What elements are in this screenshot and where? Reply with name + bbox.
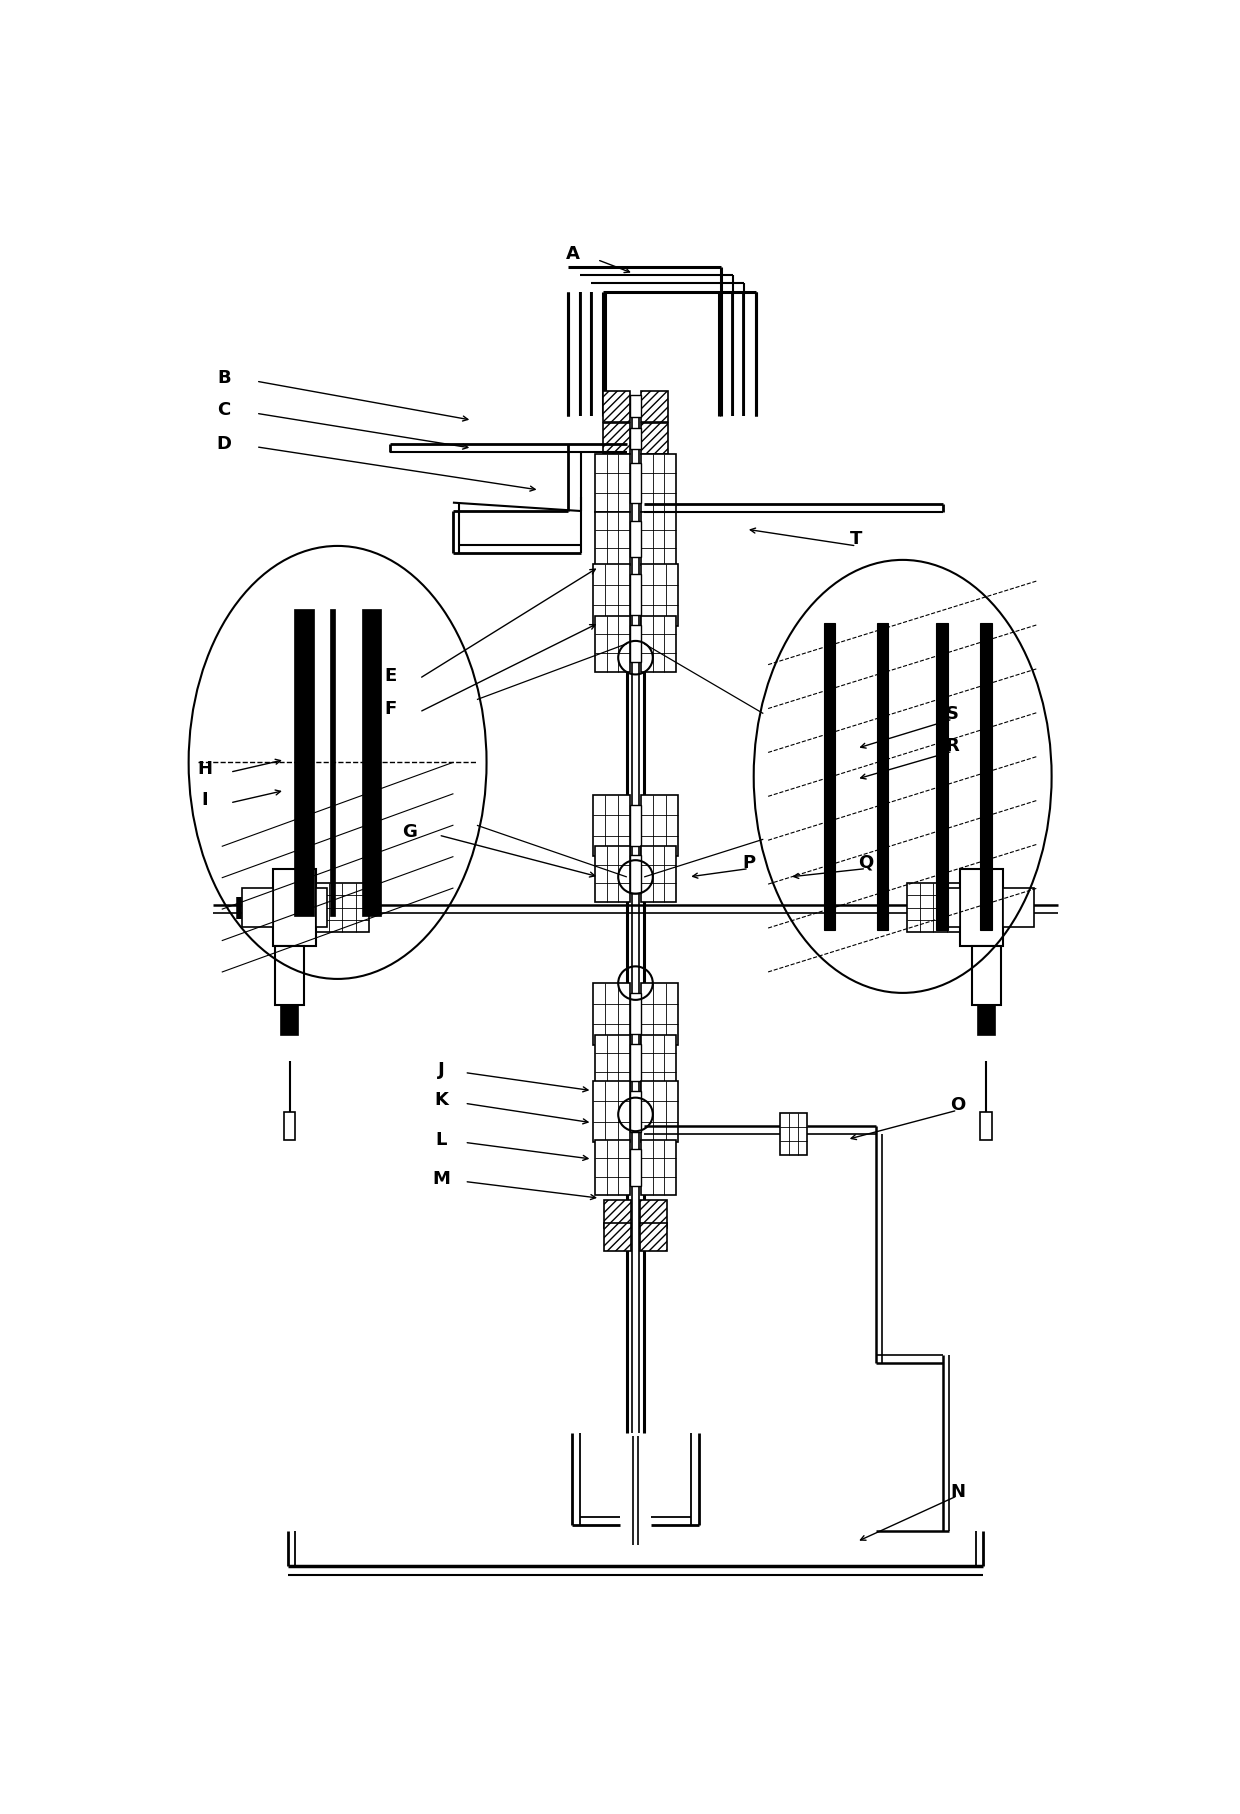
Text: F: F <box>384 700 397 718</box>
Bar <box>630 521 641 557</box>
Bar <box>641 1081 678 1143</box>
Bar <box>595 454 630 512</box>
Bar <box>273 869 316 947</box>
Text: R: R <box>946 736 960 755</box>
Text: O: O <box>950 1096 965 1114</box>
Text: D: D <box>217 435 232 454</box>
Bar <box>595 615 630 671</box>
Bar <box>242 889 273 927</box>
Bar <box>977 1005 994 1036</box>
Bar <box>330 610 335 916</box>
Bar <box>593 1081 630 1143</box>
Bar <box>630 573 641 615</box>
Bar <box>641 1139 676 1195</box>
Text: M: M <box>433 1170 450 1188</box>
Bar <box>630 428 641 450</box>
Bar <box>630 856 641 892</box>
Bar <box>630 1148 641 1186</box>
Bar <box>362 610 381 916</box>
Bar <box>316 883 368 932</box>
Text: T: T <box>851 530 863 548</box>
Bar <box>823 622 836 931</box>
Text: I: I <box>202 791 208 809</box>
Bar <box>630 463 641 502</box>
Bar <box>640 1199 667 1228</box>
Text: K: K <box>434 1092 449 1110</box>
Bar <box>641 615 676 671</box>
Bar <box>936 622 947 931</box>
Bar <box>641 454 676 512</box>
Text: B: B <box>217 370 231 388</box>
Text: A: A <box>567 245 580 263</box>
Bar <box>640 1223 667 1252</box>
Bar <box>630 624 641 662</box>
Bar <box>281 1005 298 1036</box>
Bar <box>604 1199 631 1228</box>
Bar <box>604 1223 631 1252</box>
Bar <box>595 1034 630 1090</box>
Bar <box>641 564 678 626</box>
Text: S: S <box>946 704 959 722</box>
Bar <box>972 947 1001 1005</box>
Bar <box>593 564 630 626</box>
Bar <box>906 883 960 932</box>
Bar <box>593 983 630 1045</box>
Bar <box>595 845 630 902</box>
Bar <box>294 610 314 916</box>
Bar <box>630 395 641 417</box>
Text: L: L <box>435 1130 448 1148</box>
Bar <box>275 947 304 1005</box>
Bar <box>1003 889 1034 927</box>
Bar <box>641 1034 676 1090</box>
Text: Q: Q <box>858 854 874 873</box>
Bar <box>780 1114 806 1156</box>
Bar <box>630 992 641 1034</box>
Text: H: H <box>197 760 212 778</box>
Text: G: G <box>402 824 417 842</box>
Bar <box>949 889 960 927</box>
Bar <box>981 1112 992 1141</box>
Bar <box>630 1043 641 1081</box>
Text: P: P <box>743 854 755 873</box>
Bar <box>877 622 888 931</box>
Bar <box>603 423 630 454</box>
Text: C: C <box>217 401 231 419</box>
Bar <box>316 889 327 927</box>
Text: N: N <box>950 1482 965 1500</box>
Bar <box>641 512 676 566</box>
Bar <box>641 845 676 902</box>
Bar <box>641 983 678 1045</box>
Bar <box>641 423 668 454</box>
Bar <box>630 1090 641 1132</box>
Text: E: E <box>384 668 397 686</box>
Bar <box>960 869 1003 947</box>
Bar <box>595 1139 630 1195</box>
Bar <box>641 795 678 856</box>
Bar <box>641 390 668 421</box>
Bar <box>630 805 641 845</box>
Text: J: J <box>438 1061 445 1079</box>
Bar <box>981 622 992 931</box>
Bar <box>593 795 630 856</box>
Bar <box>284 1112 295 1141</box>
Bar <box>603 390 630 421</box>
Bar <box>595 512 630 566</box>
